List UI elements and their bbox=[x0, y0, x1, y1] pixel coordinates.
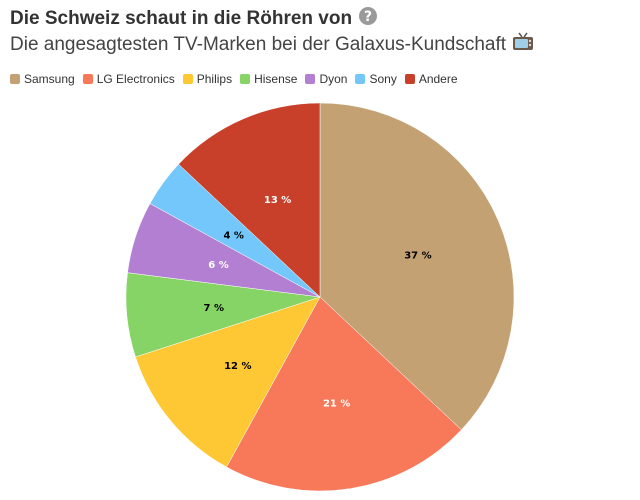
legend-item[interactable]: Sony bbox=[355, 72, 397, 86]
chart-legend: Samsung LG Electronics Philips Hisense Dyon S… bbox=[10, 72, 466, 86]
legend-label: Philips bbox=[196, 72, 233, 86]
legend-swatch bbox=[355, 74, 366, 84]
chart-title-text: Die Schweiz schaut in die Röhren von bbox=[10, 8, 353, 29]
legend-item[interactable]: Philips bbox=[182, 72, 233, 86]
legend-label: Dyon bbox=[319, 72, 348, 86]
legend-item[interactable]: Dyon bbox=[305, 72, 347, 86]
legend-swatch bbox=[305, 74, 316, 84]
pie-chart: 37 % 21 % 12 % 7 % 6 % 4 % 13 % bbox=[125, 102, 515, 492]
television-icon bbox=[512, 32, 534, 58]
slice-label: 21 % bbox=[323, 398, 350, 409]
legend-item[interactable]: LG Electronics bbox=[82, 72, 175, 86]
legend-swatch bbox=[82, 74, 93, 84]
pie-slice-andere[interactable] bbox=[178, 102, 321, 298]
chart-subtitle: Die angesagtesten TV-Marken bei der Gala… bbox=[10, 32, 534, 58]
slice-label: 12 % bbox=[224, 361, 251, 372]
legend-label: Sony bbox=[369, 72, 397, 86]
legend-label: Hisense bbox=[254, 72, 298, 86]
legend-label: Samsung bbox=[24, 72, 75, 86]
legend-label: Andere bbox=[418, 72, 458, 86]
legend-item[interactable]: Andere bbox=[404, 72, 458, 86]
legend-swatch bbox=[10, 74, 20, 84]
pie-slice-samsung[interactable] bbox=[319, 102, 515, 431]
question-mark-icon: ? bbox=[358, 6, 378, 32]
chart-title: Die Schweiz schaut in die Röhren von? bbox=[10, 6, 378, 32]
pie-slice-philips[interactable] bbox=[135, 296, 321, 468]
legend-label: LG Electronics bbox=[96, 72, 175, 86]
legend-item[interactable]: Hisense bbox=[240, 72, 297, 86]
slice-label: 7 % bbox=[204, 303, 224, 314]
svg-text:?: ? bbox=[364, 9, 372, 25]
legend-swatch bbox=[182, 74, 193, 84]
legend-item[interactable]: Samsung bbox=[10, 72, 75, 86]
slice-label: 13 % bbox=[264, 195, 291, 206]
legend-swatch bbox=[240, 74, 251, 84]
legend-swatch bbox=[404, 74, 415, 84]
slice-label: 4 % bbox=[223, 230, 243, 241]
pie-slice-lg-electronics[interactable] bbox=[226, 296, 462, 492]
chart-subtitle-text: Die angesagtesten TV-Marken bei der Gala… bbox=[10, 34, 507, 55]
slice-label: 6 % bbox=[208, 260, 228, 271]
slice-label: 37 % bbox=[404, 251, 431, 262]
